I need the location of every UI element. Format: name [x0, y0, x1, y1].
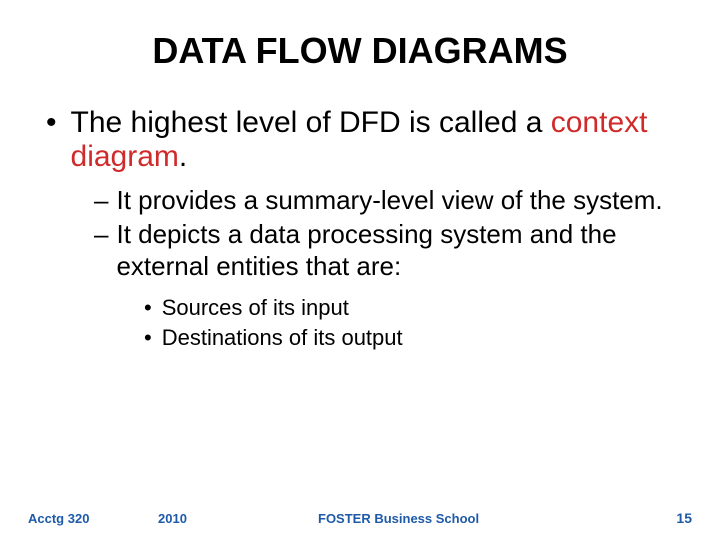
subsub-bullet-list: • Sources of its input • Destinations of… — [144, 294, 680, 352]
subsub-bullet-text: Sources of its input — [162, 294, 349, 322]
sub-bullet-list: – It provides a summary-level view of th… — [94, 184, 680, 282]
subsub-bullet: • Sources of its input — [144, 294, 680, 322]
bullet-marker: • — [144, 324, 152, 352]
subsub-bullet: • Destinations of its output — [144, 324, 680, 352]
sub-bullet-text: It provides a summary-level view of the … — [116, 184, 662, 216]
bullet-marker: • — [144, 294, 152, 322]
main-bullet-post: . — [179, 140, 187, 173]
footer-year: 2010 — [158, 511, 318, 526]
sub-bullet-text: It depicts a data processing system and … — [116, 218, 680, 282]
slide: DATA FLOW DIAGRAMS • The highest level o… — [0, 0, 720, 540]
main-bullet: • The highest level of DFD is called a c… — [40, 106, 680, 174]
slide-footer: Acctg 320 2010 FOSTER Business School 15 — [0, 510, 720, 526]
dash-marker: – — [94, 184, 108, 216]
slide-title: DATA FLOW DIAGRAMS — [40, 30, 680, 72]
main-bullet-pre: The highest level of DFD is called a — [71, 106, 551, 139]
sub-bullet: – It provides a summary-level view of th… — [94, 184, 680, 216]
main-bullet-text: The highest level of DFD is called a con… — [71, 106, 680, 174]
bullet-marker: • — [46, 106, 57, 140]
sub-bullet: – It depicts a data processing system an… — [94, 218, 680, 282]
footer-course: Acctg 320 — [28, 511, 158, 526]
dash-marker: – — [94, 218, 108, 250]
footer-school: FOSTER Business School — [318, 511, 632, 526]
subsub-bullet-text: Destinations of its output — [162, 324, 403, 352]
footer-page-number: 15 — [632, 510, 692, 526]
